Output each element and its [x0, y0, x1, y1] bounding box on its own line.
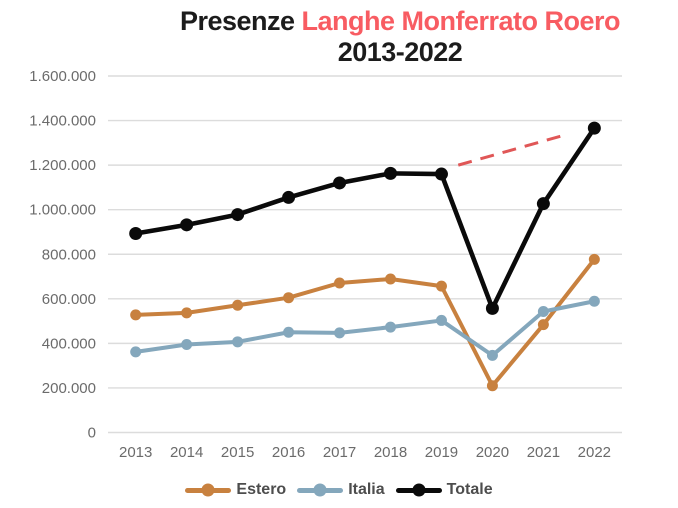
legend-label-italia: Italia	[348, 481, 385, 498]
estero-point-2021	[537, 319, 549, 331]
totale-dot-icon	[412, 483, 426, 497]
trend-dashed-line	[457, 134, 563, 167]
legend-item-totale[interactable]: Totale	[395, 481, 493, 499]
totale-point-2021	[536, 197, 550, 211]
italia-point-2017	[334, 327, 346, 339]
y-axis-tick-label: 1.400.000	[29, 113, 96, 130]
italia-point-2019	[435, 314, 447, 326]
estero-point-2013	[130, 309, 142, 321]
totale-point-2016	[282, 190, 296, 204]
x-axis-label: 2021	[527, 444, 560, 461]
estero-point-2016	[283, 292, 295, 304]
totale-point-2014	[180, 218, 194, 232]
y-axis-tick-label: 0	[88, 425, 96, 442]
italia-point-2016	[283, 326, 295, 338]
totale-point-2020	[485, 301, 499, 315]
italia-dot-icon	[313, 483, 327, 497]
totale-point-2019	[434, 167, 448, 181]
x-axis-label: 2015	[221, 444, 254, 461]
estero-point-2015	[232, 299, 244, 311]
y-axis-tick-label: 200.000	[42, 380, 96, 397]
italia-point-2020	[486, 349, 498, 361]
legend-item-estero[interactable]: Estero	[185, 481, 286, 499]
chart-legend: Estero Italia Totale	[0, 478, 678, 502]
y-axis-tick-label: 1.600.000	[29, 68, 96, 85]
totale-point-2015	[231, 208, 245, 222]
italia-point-2021	[537, 306, 549, 318]
totale-point-2013	[129, 227, 143, 241]
totale-point-2017	[333, 176, 347, 190]
y-axis-tick-label: 1.200.000	[29, 157, 96, 174]
estero-line	[135, 258, 596, 388]
title-line-2: 2013-2022	[337, 37, 463, 67]
x-axis-label: 2016	[272, 444, 305, 461]
totale-point-2018	[384, 166, 397, 180]
italia-point-2015	[232, 336, 244, 348]
x-axis-label: 2020	[476, 444, 509, 461]
x-axis-label: 2013	[119, 444, 152, 461]
estero-point-2022	[588, 253, 600, 265]
x-axis-label: 2018	[374, 444, 407, 461]
italia-line	[135, 299, 595, 358]
title-line-1: Presenze Langhe Monferrato Roero	[126, 6, 674, 37]
title-langhe-monferrato-roero: Langhe Monferrato Roero	[301, 6, 621, 36]
estero-point-2017	[334, 277, 346, 289]
title-presenze: Presenze	[179, 6, 295, 36]
y-axis-tick-label: 800.000	[42, 246, 96, 263]
italia-point-2018	[385, 321, 396, 333]
line-chart: 0 200.000 400.000 600.000 800.000 1.000.000 1.…	[29, 68, 622, 461]
estero-dot-icon	[201, 483, 215, 497]
totale-line-swatch	[395, 483, 442, 497]
italia-point-2022	[588, 295, 600, 307]
italia-line-swatch	[297, 483, 344, 497]
x-axis-label: 2019	[425, 444, 458, 461]
y-axis-tick-label: 600.000	[42, 291, 96, 308]
estero-point-2018	[385, 273, 396, 285]
estero-point-2020	[486, 380, 498, 392]
estero-point-2014	[181, 307, 193, 319]
chart-title: Presenze Langhe Monferrato Roero 2013-20…	[126, 6, 674, 68]
italia-point-2013	[130, 346, 142, 358]
legend-label-estero: Estero	[236, 481, 287, 498]
legend-label-totale: Totale	[446, 481, 493, 498]
estero-point-2019	[435, 280, 447, 292]
italia-point-2014	[181, 338, 193, 350]
totale-line	[135, 126, 597, 311]
estero-line-swatch	[185, 483, 232, 497]
x-axis-label: 2014	[170, 444, 203, 461]
x-axis-label: 2017	[323, 444, 356, 461]
legend-item-italia[interactable]: Italia	[297, 481, 385, 499]
x-axis-label: 2022	[578, 444, 611, 461]
y-axis-tick-label: 400.000	[42, 335, 96, 352]
totale-point-2022	[587, 121, 601, 135]
y-axis-tick-label: 1.000.000	[29, 202, 96, 219]
